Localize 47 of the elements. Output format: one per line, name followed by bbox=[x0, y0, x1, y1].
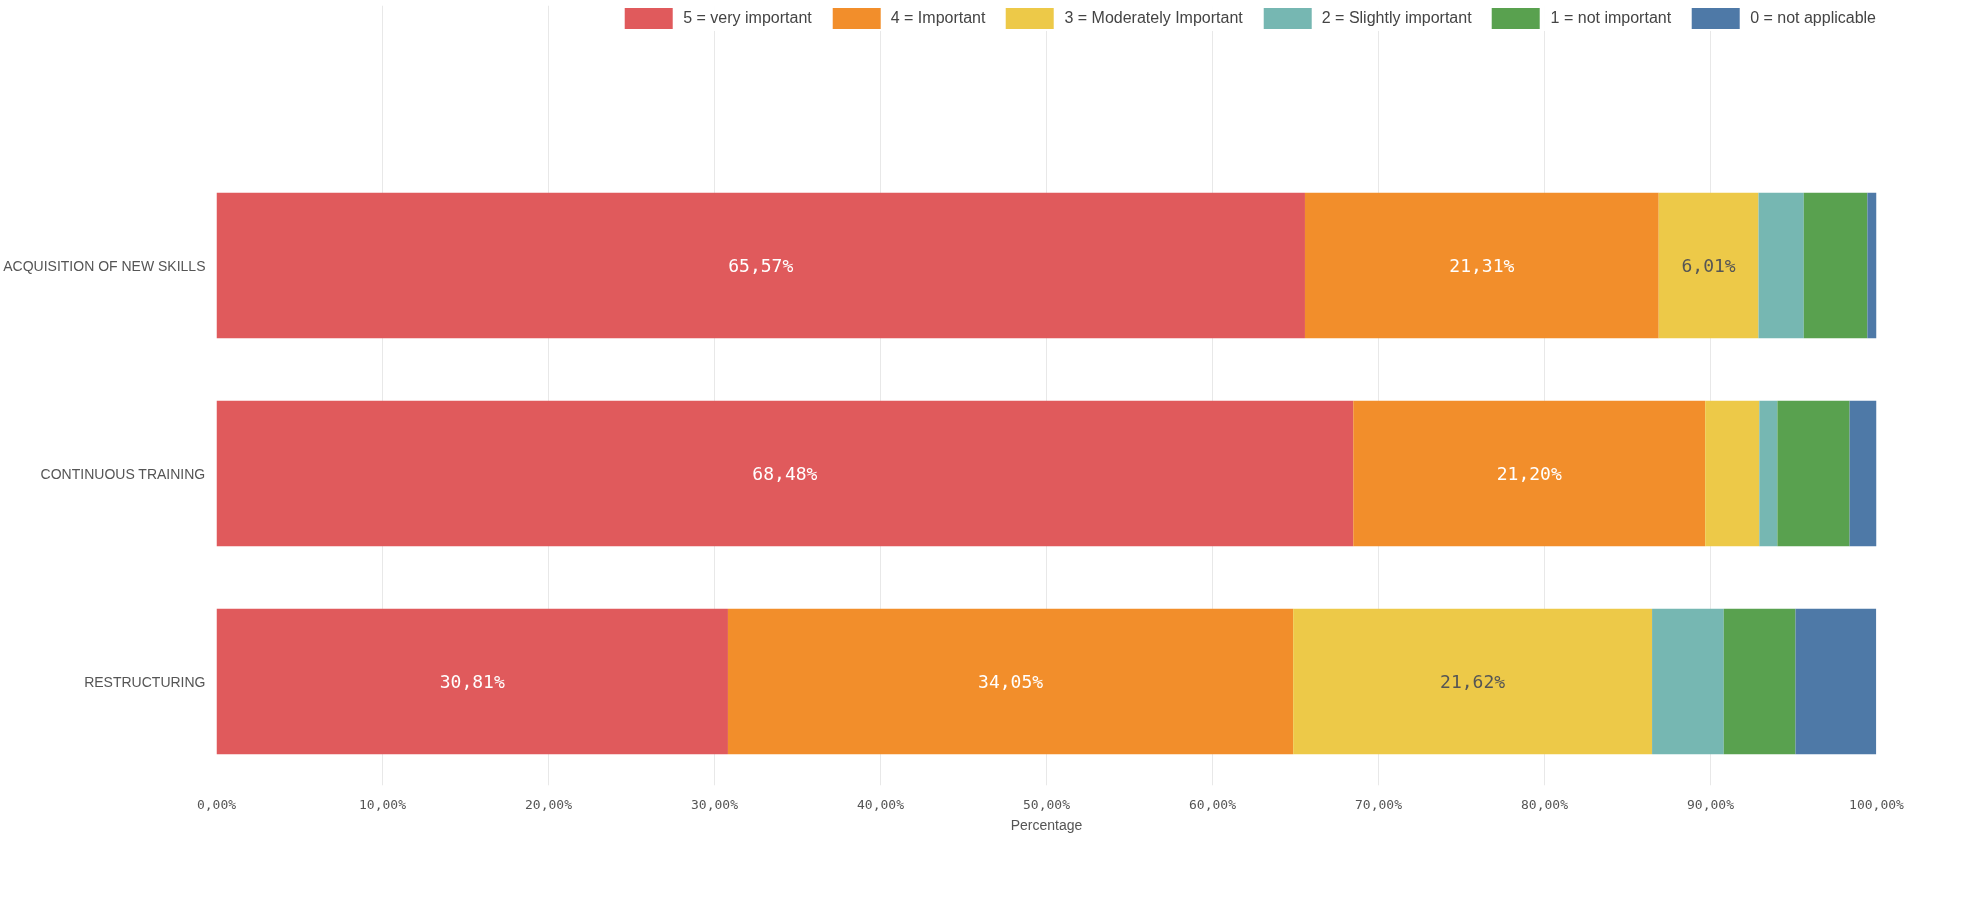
bar bbox=[216, 192, 1305, 339]
bar bbox=[1723, 608, 1796, 755]
x-tick-label: 80,00% bbox=[1521, 796, 1569, 812]
data-label: 6,01% bbox=[1681, 255, 1736, 276]
x-tick-label: 40,00% bbox=[857, 796, 905, 812]
data-label: 21,20% bbox=[1496, 463, 1562, 484]
data-label: 68,48% bbox=[752, 463, 818, 484]
bar bbox=[1652, 608, 1724, 755]
bar bbox=[1353, 400, 1706, 547]
x-tick-label: 50,00% bbox=[1023, 796, 1071, 812]
legend-label: 4 = Important bbox=[890, 9, 986, 27]
x-tick-label: 30,00% bbox=[691, 796, 739, 812]
bar bbox=[216, 608, 728, 755]
y-tick-label: RESTRUCTURING bbox=[84, 673, 206, 690]
x-tick-label: 10,00% bbox=[359, 796, 407, 812]
y-tick-label: ACQUISITION OF NEW SKILLS bbox=[3, 257, 206, 274]
bar bbox=[216, 400, 1354, 547]
x-tick-label: 20,00% bbox=[525, 796, 573, 812]
legend-label: 1 = not important bbox=[1550, 9, 1672, 27]
bar bbox=[1849, 400, 1877, 547]
x-tick-label: 60,00% bbox=[1189, 796, 1237, 812]
data-label: 65,57% bbox=[728, 255, 794, 276]
data-label: 30,81% bbox=[439, 671, 505, 692]
bar bbox=[1759, 400, 1778, 547]
bar bbox=[1304, 192, 1659, 339]
x-tick-label: 100,00% bbox=[1849, 796, 1905, 812]
x-tick-label: 70,00% bbox=[1355, 796, 1403, 812]
bar bbox=[1777, 400, 1850, 547]
legend-label: 2 = Slightly important bbox=[1321, 9, 1472, 27]
legend-label: 0 = not applicable bbox=[1750, 9, 1876, 27]
bar bbox=[1658, 192, 1759, 339]
data-label: 21,31% bbox=[1449, 255, 1515, 276]
x-axis-title: Percentage bbox=[1010, 816, 1083, 833]
legend-label: 5 = very important bbox=[683, 9, 812, 27]
x-tick-label: 90,00% bbox=[1687, 796, 1735, 812]
bar bbox=[1795, 608, 1877, 755]
bar bbox=[1758, 192, 1804, 339]
data-label: 34,05% bbox=[978, 671, 1044, 692]
x-tick-label: 0,00% bbox=[196, 796, 237, 812]
bar bbox=[1803, 192, 1868, 339]
legend-label: 3 = Moderately Important bbox=[1064, 9, 1243, 27]
bar bbox=[1705, 400, 1760, 547]
bar bbox=[727, 608, 1294, 755]
data-label: 21,62% bbox=[1440, 671, 1506, 692]
bar bbox=[1293, 608, 1653, 755]
bar bbox=[1867, 192, 1877, 339]
y-tick-label: CONTINUOUS TRAINING bbox=[40, 465, 206, 482]
